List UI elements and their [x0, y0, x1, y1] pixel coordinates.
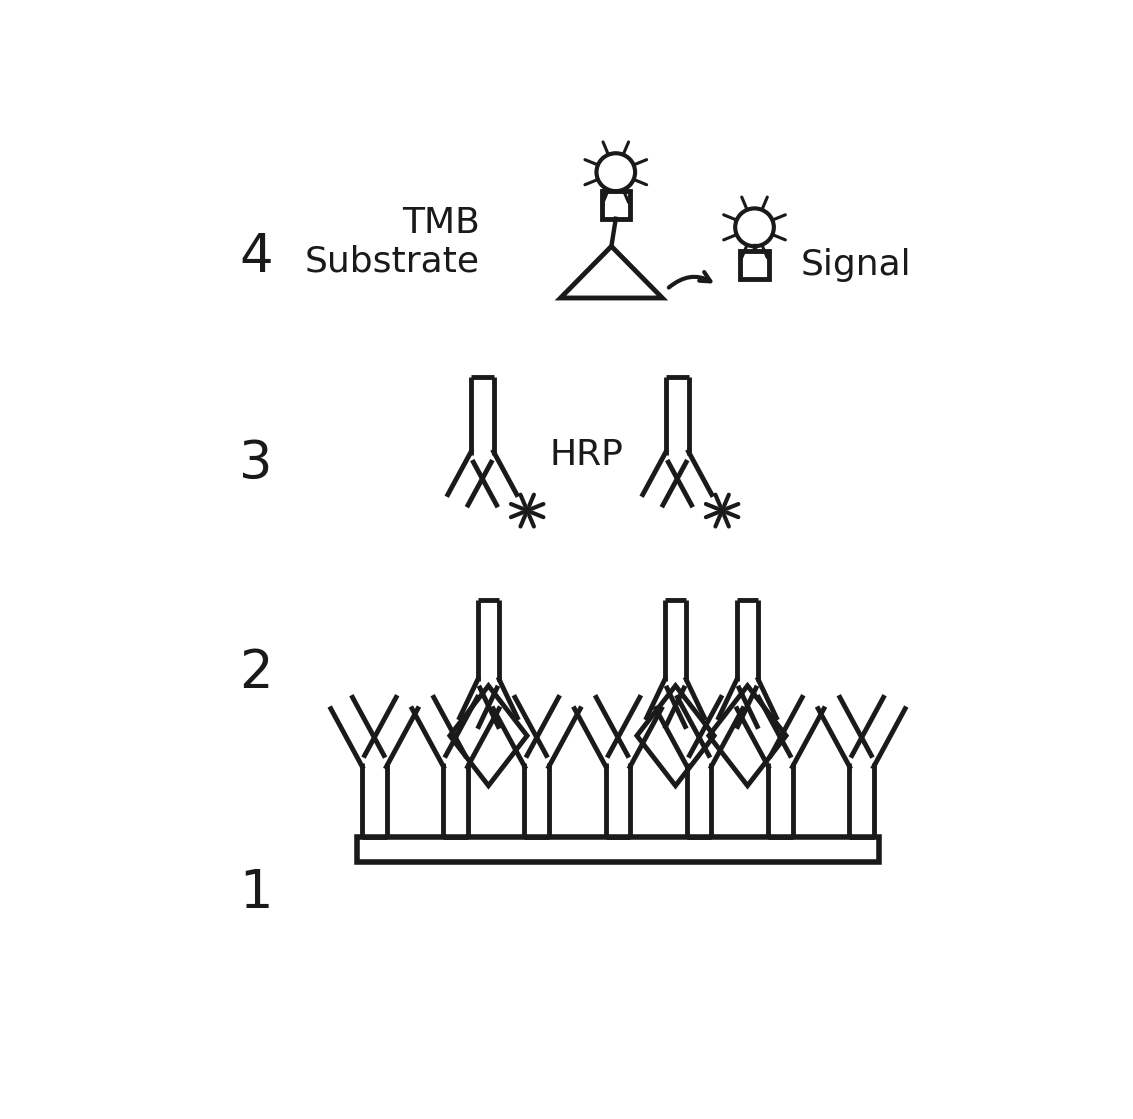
Text: HRP: HRP: [550, 438, 624, 472]
Text: 4: 4: [239, 231, 273, 283]
Text: TMB
Substrate: TMB Substrate: [305, 206, 479, 278]
Bar: [741, 252, 768, 279]
Circle shape: [718, 507, 726, 515]
Text: 2: 2: [239, 647, 273, 698]
Circle shape: [523, 507, 531, 515]
Bar: [602, 191, 630, 218]
Bar: [357, 837, 879, 863]
Text: Signal: Signal: [800, 248, 911, 282]
Text: 3: 3: [239, 438, 273, 489]
Text: 1: 1: [239, 866, 273, 919]
